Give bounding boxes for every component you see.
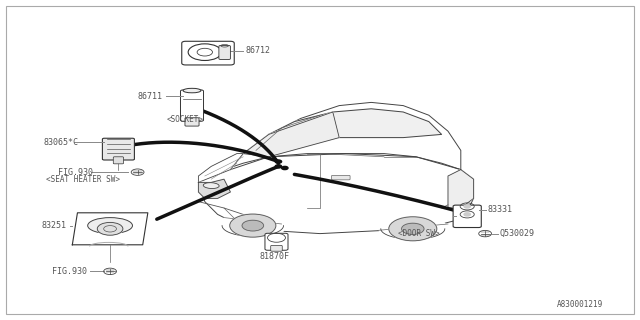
FancyBboxPatch shape [219,45,230,60]
Circle shape [97,222,123,235]
Polygon shape [72,213,148,245]
FancyBboxPatch shape [113,157,124,164]
Text: 83331: 83331 [488,205,513,214]
Circle shape [275,165,282,168]
FancyBboxPatch shape [185,118,199,126]
Polygon shape [269,109,442,138]
Text: 83251: 83251 [42,221,67,230]
Text: FIG.930: FIG.930 [58,168,93,177]
FancyBboxPatch shape [332,175,350,180]
Circle shape [464,213,470,216]
Polygon shape [198,154,474,234]
Circle shape [464,205,470,208]
Ellipse shape [88,218,132,234]
FancyBboxPatch shape [182,41,234,65]
Text: 83065*C: 83065*C [44,138,79,147]
Text: 86712: 86712 [245,46,270,55]
Ellipse shape [204,183,219,188]
FancyBboxPatch shape [271,245,282,251]
Circle shape [379,212,447,246]
Circle shape [221,210,285,242]
Text: <SEAT HEATER SW>: <SEAT HEATER SW> [46,175,120,184]
Text: <SOCKET>: <SOCKET> [166,115,204,124]
Text: A830001219: A830001219 [557,300,603,309]
FancyBboxPatch shape [102,138,134,160]
Text: 86711: 86711 [138,92,163,100]
Polygon shape [198,154,243,182]
Ellipse shape [183,88,201,93]
Circle shape [389,217,437,241]
Circle shape [275,160,282,163]
Polygon shape [198,179,230,198]
Text: <DOOR SW>: <DOOR SW> [398,229,440,238]
Text: Q530029: Q530029 [499,229,534,238]
Circle shape [282,166,288,170]
Polygon shape [243,112,339,157]
Polygon shape [230,102,461,170]
Text: 81870F: 81870F [259,252,289,260]
Text: FIG.930: FIG.930 [52,267,88,276]
Polygon shape [448,170,474,208]
FancyBboxPatch shape [265,233,288,250]
FancyBboxPatch shape [180,90,204,121]
Circle shape [402,223,424,234]
Circle shape [230,214,276,237]
FancyBboxPatch shape [453,205,481,228]
Circle shape [242,220,264,231]
